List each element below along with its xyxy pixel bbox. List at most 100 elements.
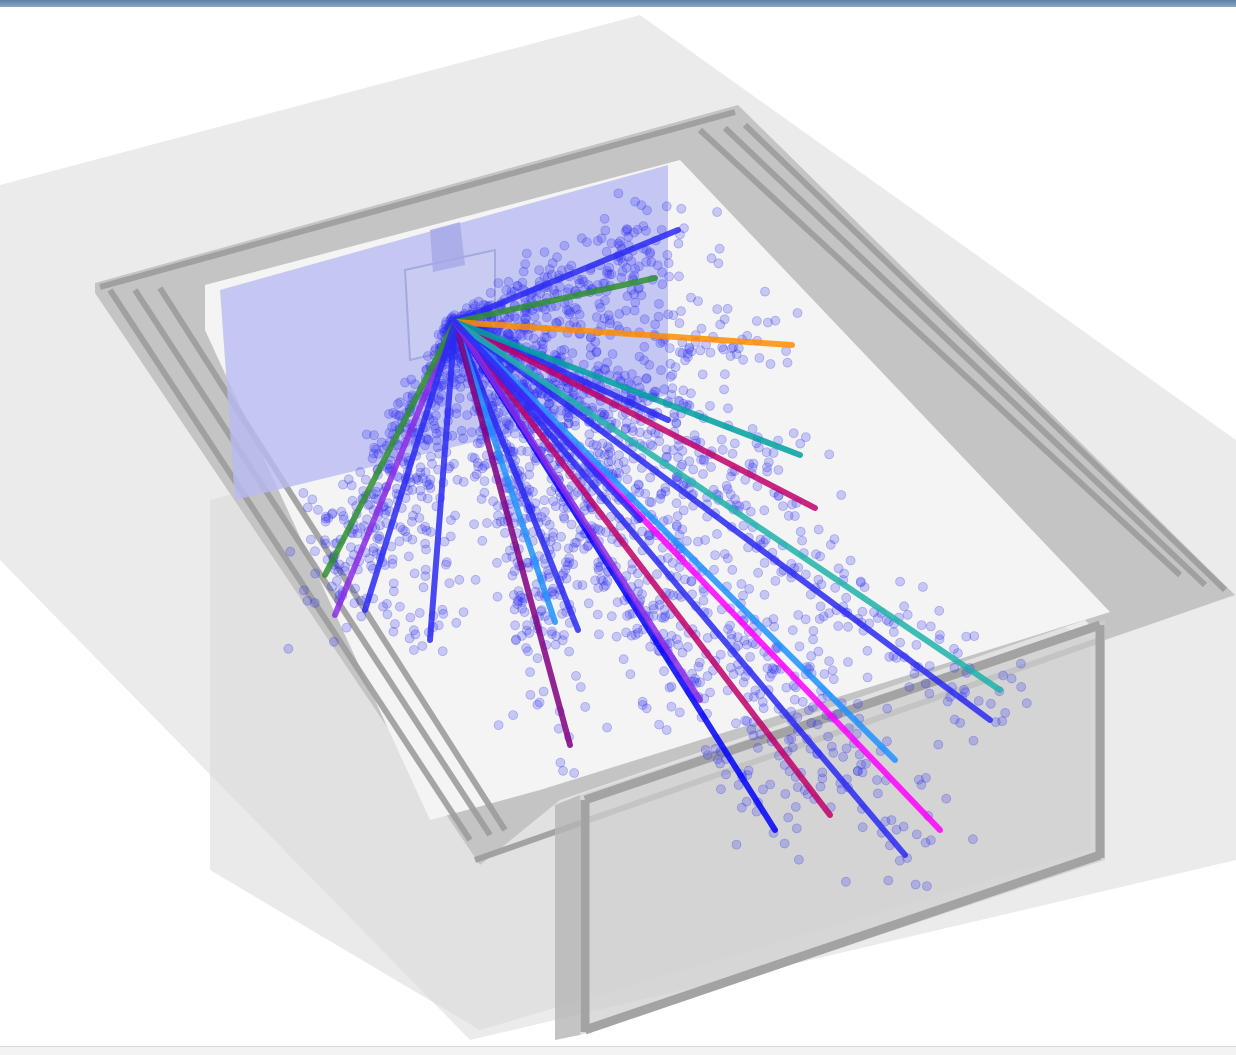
particle xyxy=(712,207,722,217)
particle xyxy=(469,519,480,530)
particle xyxy=(719,314,730,325)
particle xyxy=(755,689,765,699)
particle xyxy=(350,583,361,594)
particle xyxy=(565,307,576,318)
particle xyxy=(611,467,622,478)
particle xyxy=(688,464,699,475)
particle xyxy=(1006,673,1017,684)
particle xyxy=(436,390,447,400)
particle xyxy=(546,486,557,497)
particle xyxy=(555,757,566,768)
particle xyxy=(647,440,658,451)
particle xyxy=(525,667,535,677)
particle xyxy=(421,433,432,444)
particle xyxy=(548,532,558,542)
particle xyxy=(741,796,752,807)
particle xyxy=(461,303,472,314)
particle xyxy=(960,687,970,698)
particle xyxy=(384,427,395,438)
particle xyxy=(472,438,483,449)
particle xyxy=(857,606,868,617)
particle xyxy=(387,558,398,569)
particle xyxy=(730,494,740,505)
particle xyxy=(862,645,873,656)
particle xyxy=(806,651,817,661)
particle xyxy=(558,502,569,513)
particle xyxy=(388,407,399,418)
particle xyxy=(406,374,417,385)
particle xyxy=(629,289,639,300)
particle xyxy=(779,838,790,849)
particle xyxy=(424,479,435,490)
particle xyxy=(618,654,629,665)
particle xyxy=(469,471,480,482)
particle xyxy=(555,405,566,416)
particle xyxy=(924,661,935,671)
particle xyxy=(895,637,905,648)
particle xyxy=(355,467,366,477)
trajectory-line xyxy=(452,319,908,858)
particle xyxy=(462,410,473,421)
particle xyxy=(590,575,600,586)
particle xyxy=(640,488,651,499)
particle xyxy=(512,280,523,291)
particle xyxy=(517,331,527,341)
particle xyxy=(402,532,413,542)
particle xyxy=(755,729,766,740)
particle xyxy=(602,268,612,279)
particle xyxy=(806,717,817,728)
particle xyxy=(770,576,781,586)
particle xyxy=(415,485,426,496)
particle xyxy=(595,302,606,313)
particle xyxy=(532,699,543,710)
particle xyxy=(856,759,867,770)
particle xyxy=(629,270,640,281)
particle xyxy=(686,576,697,587)
particle xyxy=(593,524,603,535)
particle xyxy=(759,505,770,516)
particle xyxy=(601,527,611,537)
particle xyxy=(558,511,569,522)
particle xyxy=(429,420,440,431)
particle xyxy=(504,420,515,431)
particle xyxy=(583,280,594,291)
particle xyxy=(622,224,633,235)
particle xyxy=(883,875,894,886)
particle xyxy=(503,276,514,287)
particle xyxy=(671,521,682,532)
particle xyxy=(754,353,765,363)
particle xyxy=(684,344,694,355)
particle xyxy=(639,341,650,352)
particle xyxy=(600,580,611,591)
particle xyxy=(673,452,683,463)
particle xyxy=(568,559,579,569)
particle xyxy=(445,531,456,542)
particle xyxy=(570,416,580,427)
particle xyxy=(423,434,434,445)
particle xyxy=(693,661,704,672)
particle xyxy=(520,313,530,324)
particle xyxy=(731,349,742,360)
particle xyxy=(414,513,425,523)
particle xyxy=(614,468,624,479)
particle xyxy=(715,649,726,660)
particle xyxy=(738,354,748,365)
particle xyxy=(841,876,851,887)
particle xyxy=(693,296,703,307)
particle xyxy=(953,648,963,658)
particle xyxy=(402,391,413,402)
particle xyxy=(739,635,750,646)
particle xyxy=(705,347,716,358)
particle xyxy=(598,575,608,586)
particle xyxy=(591,312,602,323)
trajectory-line xyxy=(452,275,658,325)
particle xyxy=(492,501,503,511)
particle xyxy=(663,514,673,525)
particle xyxy=(745,506,756,517)
particle xyxy=(562,305,572,315)
particle xyxy=(547,629,557,639)
particle xyxy=(783,510,794,521)
particle xyxy=(754,442,764,453)
